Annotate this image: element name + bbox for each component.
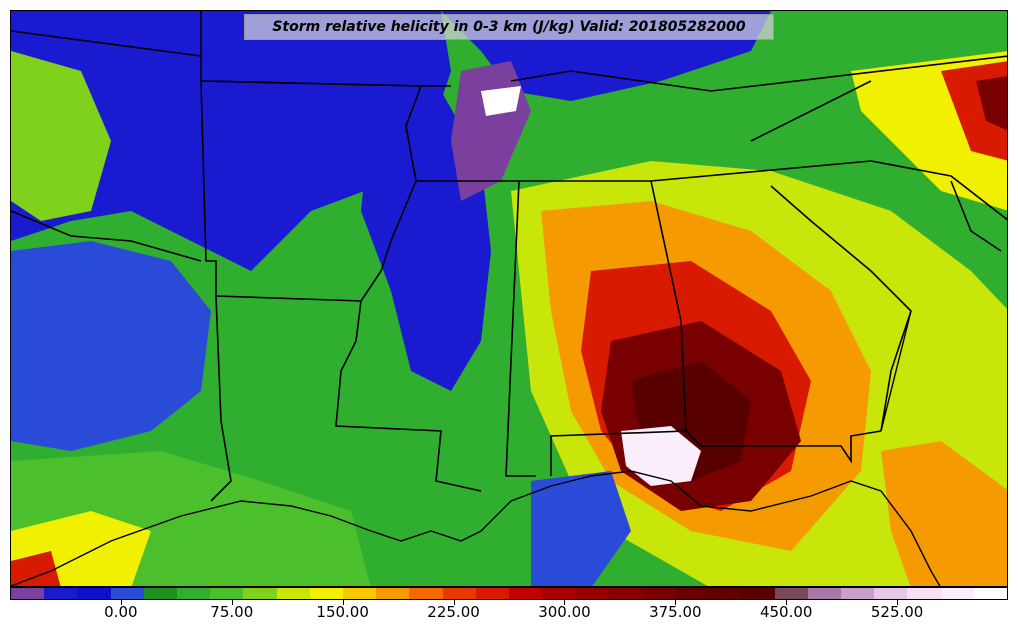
colorbar-tick-label: 525.00 bbox=[870, 603, 924, 621]
colorbar-segment bbox=[641, 588, 676, 599]
colorbar-tick-mark bbox=[786, 600, 788, 605]
colorbar-segment bbox=[708, 588, 742, 599]
coastline-atlantic bbox=[880, 310, 912, 432]
colorbar-segment bbox=[276, 588, 310, 599]
blue-region-northwest bbox=[11, 11, 451, 271]
map-title: Storm relative helicity in 0-3 km (J/kg)… bbox=[272, 19, 746, 35]
colorbar-segment bbox=[77, 588, 111, 599]
title-box: Storm relative helicity in 0-3 km (J/kg)… bbox=[244, 14, 774, 40]
colorbar-ticks: 0.00 75.00 150.00 225.00 300.00 375.00 450.00 5… bbox=[10, 600, 1008, 633]
colorbar-segment bbox=[376, 588, 410, 599]
colorbar-tick-label: 75.00 bbox=[210, 603, 254, 621]
colorbar bbox=[10, 587, 1008, 600]
helicity-map bbox=[11, 11, 1007, 586]
boundary-line-10 bbox=[685, 430, 882, 464]
colorbar-tick-label: 150.00 bbox=[316, 603, 369, 621]
colorbar-segment bbox=[774, 588, 808, 599]
boundary-line-4 bbox=[11, 210, 202, 262]
map-panel bbox=[10, 10, 1008, 587]
boundary-line-1 bbox=[11, 30, 202, 57]
colorbar-segment bbox=[608, 588, 642, 599]
white-core-gulf bbox=[621, 426, 701, 486]
colorbar-segment bbox=[409, 588, 443, 599]
colorbar-segment bbox=[442, 588, 476, 599]
colorbar-tick-label: 225.00 bbox=[427, 603, 480, 621]
white-core-north bbox=[481, 86, 521, 116]
coastline-gulf bbox=[11, 470, 941, 586]
boundary-line-2 bbox=[200, 11, 651, 182]
colorbar-segment bbox=[675, 588, 709, 599]
colorbar-segment bbox=[177, 588, 211, 599]
boundary-line-12 bbox=[770, 185, 912, 432]
colorbar-tick-mark bbox=[453, 600, 455, 605]
colorbar-segment bbox=[575, 588, 609, 599]
colorbar-tick-mark bbox=[897, 600, 899, 605]
blue-gulf-south bbox=[531, 471, 631, 586]
boundary-line-11 bbox=[650, 160, 1007, 221]
blue-region-west bbox=[11, 241, 211, 451]
colorbar-segment bbox=[243, 588, 277, 599]
boundary-line-8 bbox=[505, 180, 536, 477]
colorbar-segment bbox=[475, 588, 510, 599]
colorbar-segment bbox=[110, 588, 144, 599]
colorbar-tick-label: 375.00 bbox=[649, 603, 702, 621]
colorbar-segment bbox=[309, 588, 344, 599]
colorbar-tick-mark bbox=[120, 600, 122, 605]
boundary-line-3 bbox=[200, 80, 362, 302]
colorbar-segment bbox=[973, 588, 1008, 599]
colorbar-tick-mark bbox=[342, 600, 344, 605]
boundary-line-5 bbox=[210, 295, 232, 502]
boundary-line-16 bbox=[950, 180, 1002, 252]
colorbar-tick-mark bbox=[231, 600, 233, 605]
colorbar-segment bbox=[741, 588, 775, 599]
darkred-northeast bbox=[976, 76, 1007, 131]
colorbar-segment bbox=[11, 588, 45, 599]
boundary-line-7 bbox=[360, 180, 417, 302]
colorbar-segment bbox=[509, 588, 543, 599]
colorbar-tick-label: 300.00 bbox=[538, 603, 591, 621]
state-boundaries bbox=[11, 11, 1007, 502]
boundary-line-6 bbox=[335, 300, 482, 492]
colorbar-tick-mark bbox=[675, 600, 677, 605]
colorbar-tick-mark bbox=[564, 600, 566, 605]
red-gulf-southwest bbox=[11, 551, 61, 586]
colorbar-segment bbox=[343, 588, 377, 599]
colorbar-segment bbox=[940, 588, 974, 599]
boundary-line-15 bbox=[750, 80, 872, 142]
boundary-line-13 bbox=[200, 80, 451, 87]
colorbar-segment bbox=[807, 588, 842, 599]
colorbar-tick-label: 0.00 bbox=[104, 603, 138, 621]
colorbar-segment bbox=[874, 588, 908, 599]
colorbar-tick-label: 450.00 bbox=[759, 603, 813, 621]
orange-florida bbox=[881, 441, 1007, 586]
colorbar-segment bbox=[210, 588, 244, 599]
green-patch-northwest bbox=[11, 51, 111, 221]
colorbar-segment bbox=[44, 588, 78, 599]
boundary-line-14 bbox=[510, 55, 1007, 92]
colorbar-segment bbox=[907, 588, 941, 599]
coastline bbox=[11, 310, 941, 586]
colorbar-segment bbox=[841, 588, 875, 599]
colorbar-segment bbox=[143, 588, 178, 599]
colorbar-segment bbox=[542, 588, 576, 599]
